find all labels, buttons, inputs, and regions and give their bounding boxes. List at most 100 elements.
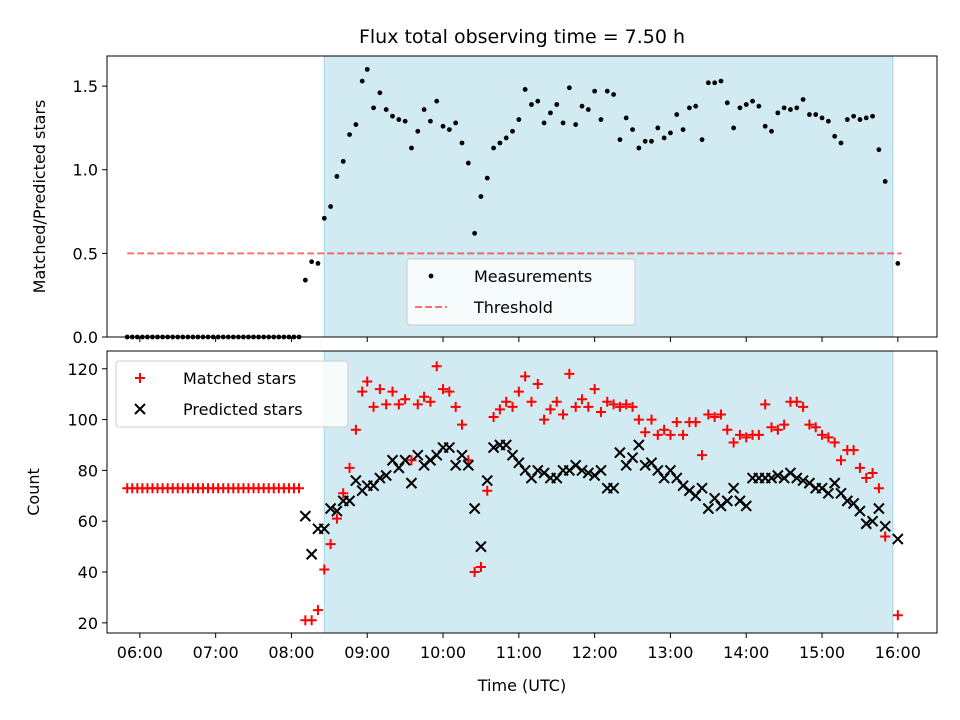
matched-point	[570, 401, 581, 412]
predicted-point	[626, 451, 639, 464]
predicted-point	[582, 467, 595, 479]
matched-point	[867, 467, 878, 478]
measurement-point	[541, 120, 547, 126]
measurement-point	[484, 175, 490, 181]
predicted-point	[500, 439, 512, 451]
series-predicted-stars	[299, 439, 904, 560]
predicted-point	[331, 505, 343, 517]
x-tick-label: 11:00	[496, 643, 542, 662]
measurement-point	[421, 107, 427, 112]
matched-point	[431, 361, 442, 372]
measurement-point	[478, 194, 484, 199]
measurement-point	[340, 158, 346, 164]
measurement-point	[604, 88, 610, 94]
measurement-point	[347, 132, 352, 138]
predicted-point	[841, 495, 854, 507]
matched-point	[319, 564, 330, 575]
y-tick-label: 40	[78, 563, 98, 582]
predicted-point	[740, 500, 752, 512]
measurement-point	[699, 137, 705, 143]
matched-point	[381, 399, 392, 410]
matched-point	[595, 406, 606, 417]
predicted-point	[456, 449, 468, 461]
measurement-point	[503, 135, 509, 141]
measurement-point	[592, 88, 598, 94]
y-axis-label: Count	[24, 468, 43, 516]
predicted-point	[822, 487, 835, 499]
measurement-point	[465, 160, 471, 166]
legend-x-marker	[134, 403, 146, 415]
predicted-point	[614, 446, 626, 459]
measurement-point	[302, 277, 308, 283]
matched-point	[633, 414, 644, 425]
measurement-point	[832, 133, 838, 139]
y-axis-label: Matched/Predicted stars	[30, 100, 49, 294]
matched-point	[614, 401, 625, 412]
matched-point	[374, 384, 385, 395]
predicted-point	[576, 464, 588, 477]
predicted-point	[702, 502, 715, 515]
measurement-point	[573, 122, 579, 127]
predicted-point	[860, 518, 872, 530]
predicted-point	[532, 464, 544, 477]
matched-point	[715, 409, 726, 420]
measurement-point	[668, 130, 673, 136]
x-tick-label: 13:00	[647, 643, 693, 662]
measurement-point	[548, 110, 553, 116]
measurement-point	[510, 128, 515, 134]
matched-point	[469, 567, 480, 578]
measurement-point	[731, 125, 737, 131]
predicted-point	[305, 548, 318, 560]
x-tick-label: 07:00	[193, 643, 239, 662]
matched-point	[861, 473, 872, 484]
matched-point	[406, 455, 417, 466]
matched-point	[703, 409, 714, 420]
legend-label: Threshold	[473, 298, 553, 317]
matched-point	[362, 376, 373, 387]
measurement-point	[705, 80, 711, 86]
measurement-point	[724, 100, 730, 106]
predicted-point	[487, 441, 500, 454]
measurement-point	[359, 78, 365, 84]
measurement-point	[623, 115, 629, 121]
measurement-point	[800, 97, 806, 102]
measurement-point	[863, 115, 869, 121]
measurement-point	[882, 179, 888, 184]
predicted-point	[765, 472, 778, 484]
predicted-point	[772, 469, 784, 482]
matched-point	[482, 485, 493, 496]
matched-point	[463, 455, 474, 466]
matched-point	[810, 422, 821, 433]
measurement-point	[756, 103, 762, 109]
matched-point	[438, 384, 449, 395]
measurement-point	[775, 110, 781, 116]
matched-point	[419, 391, 430, 402]
measurement-point	[516, 117, 522, 122]
measurement-point	[825, 118, 831, 124]
matched-point	[753, 429, 764, 440]
measurement-point	[446, 127, 452, 132]
matched-point	[507, 401, 518, 412]
measurement-point	[819, 115, 825, 121]
x-tick-label: 09:00	[344, 643, 390, 662]
measurement-point	[636, 145, 642, 151]
x-tick-label: 15:00	[799, 643, 845, 662]
measurement-point	[762, 123, 768, 129]
bottom-panel: 20 40 60 80 100 120 06:00 07:00 08:00 09:00 10:00 1…	[24, 350, 938, 662]
predicted-point	[299, 510, 312, 522]
measurement-point	[353, 122, 359, 127]
matched-point	[892, 610, 903, 621]
measurement-point	[535, 98, 541, 104]
legend: Matched stars Predicted stars	[115, 360, 349, 428]
measurement-point	[434, 98, 440, 104]
measurement-point	[642, 138, 648, 144]
matched-point	[608, 399, 619, 410]
matched-point	[450, 401, 461, 412]
matched-point	[526, 396, 537, 407]
x-tick-label: 16:00	[875, 643, 921, 662]
matched-point	[873, 483, 884, 494]
measurement-point	[838, 140, 844, 146]
matched-point	[425, 396, 436, 407]
measurement-point	[334, 174, 340, 179]
matched-point	[577, 394, 588, 405]
